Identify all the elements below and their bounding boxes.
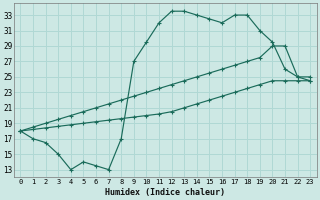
X-axis label: Humidex (Indice chaleur): Humidex (Indice chaleur)	[105, 188, 225, 197]
